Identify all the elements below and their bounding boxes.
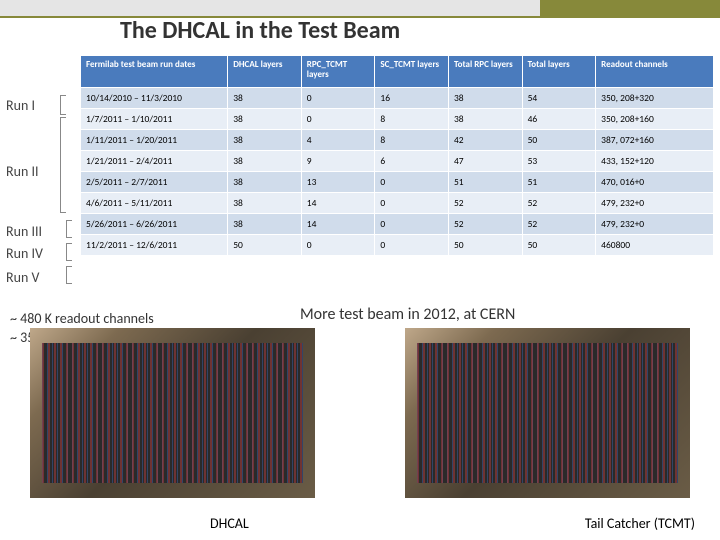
col-head: DHCAL layers bbox=[228, 56, 302, 88]
run-bracket-3 bbox=[66, 220, 72, 238]
table-cell: 6 bbox=[375, 151, 449, 172]
table-cell: 52 bbox=[522, 214, 596, 235]
table-cell: 9 bbox=[301, 151, 375, 172]
stats-line-1: ~ 480 K readout channels bbox=[10, 310, 154, 329]
col-head: Total layers bbox=[522, 56, 596, 88]
table-cell: 350, 208+160 bbox=[596, 109, 714, 130]
col-head: Total RPC layers bbox=[448, 56, 522, 88]
caption-row: DHCAL Tail Catcher (TCMT) bbox=[0, 515, 720, 532]
caption-tcmt: Tail Catcher (TCMT) bbox=[585, 515, 695, 532]
table-cell: 50 bbox=[228, 235, 302, 256]
table-cell: 10/14/2010 – 11/3/2010 bbox=[81, 88, 228, 109]
table-row: 2/5/2011 – 2/7/2011381305151470, 016+0 bbox=[81, 172, 714, 193]
tcmt-photo bbox=[405, 328, 690, 498]
table-cell: 38 bbox=[228, 214, 302, 235]
table-cell: 51 bbox=[448, 172, 522, 193]
table-cell: 51 bbox=[522, 172, 596, 193]
table-cell: 14 bbox=[301, 193, 375, 214]
table-cell: 38 bbox=[228, 172, 302, 193]
slide-title: The DHCAL in the Test Beam bbox=[120, 16, 400, 45]
table-cell: 38 bbox=[448, 109, 522, 130]
table-cell: 46 bbox=[522, 109, 596, 130]
table-header-row: Fermilab test beam run dates DHCAL layer… bbox=[81, 56, 714, 88]
table-cell: 38 bbox=[228, 88, 302, 109]
table-cell: 0 bbox=[301, 109, 375, 130]
table-cell: 0 bbox=[375, 235, 449, 256]
table-cell: 8 bbox=[375, 109, 449, 130]
table-cell: 0 bbox=[375, 193, 449, 214]
table-cell: 1/7/2011 – 1/10/2011 bbox=[81, 109, 228, 130]
table-cell: 38 bbox=[228, 193, 302, 214]
table-cell: 0 bbox=[375, 172, 449, 193]
table-cell: 387, 072+160 bbox=[596, 130, 714, 151]
table-cell: 0 bbox=[301, 235, 375, 256]
table-cell: 479, 232+0 bbox=[596, 193, 714, 214]
table-cell: 4/6/2011 – 5/11/2011 bbox=[81, 193, 228, 214]
table-cell: 350, 208+320 bbox=[596, 88, 714, 109]
table-cell: 1/11/2011 – 1/20/2011 bbox=[81, 130, 228, 151]
table-cell: 460800 bbox=[596, 235, 714, 256]
table-row: 10/14/2010 – 11/3/2010380163854350, 208+… bbox=[81, 88, 714, 109]
table-cell: 433, 152+120 bbox=[596, 151, 714, 172]
table-cell: 4 bbox=[301, 130, 375, 151]
table-cell: 8 bbox=[375, 130, 449, 151]
table-cell: 38 bbox=[228, 151, 302, 172]
dhcal-photo bbox=[30, 328, 315, 498]
table-cell: 14 bbox=[301, 214, 375, 235]
caption-dhcal: DHCAL bbox=[210, 515, 249, 532]
table-cell: 0 bbox=[301, 88, 375, 109]
table-cell: 42 bbox=[448, 130, 522, 151]
table-cell: 38 bbox=[228, 109, 302, 130]
run-bracket-1 bbox=[60, 95, 66, 115]
table-cell: 11/2/2011 – 12/6/2011 bbox=[81, 235, 228, 256]
table-cell: 52 bbox=[448, 193, 522, 214]
table-cell: 2/5/2011 – 2/7/2011 bbox=[81, 172, 228, 193]
run-bracket-2 bbox=[60, 117, 66, 213]
table-cell: 53 bbox=[522, 151, 596, 172]
run-bracket-4 bbox=[66, 243, 72, 261]
table-cell: 38 bbox=[228, 130, 302, 151]
table-row: 1/7/2011 – 1/10/201138083846350, 208+160 bbox=[81, 109, 714, 130]
table-cell: 0 bbox=[375, 214, 449, 235]
col-head: SC_TCMT layers bbox=[375, 56, 449, 88]
table-row: 1/21/2011 – 2/4/201138964753433, 152+120 bbox=[81, 151, 714, 172]
table-cell: 50 bbox=[522, 235, 596, 256]
data-table-wrap: Fermilab test beam run dates DHCAL layer… bbox=[80, 55, 714, 256]
table-cell: 5/26/2011 – 6/26/2011 bbox=[81, 214, 228, 235]
table-cell: 470, 016+0 bbox=[596, 172, 714, 193]
table-cell: 50 bbox=[522, 130, 596, 151]
table-row: 5/26/2011 – 6/26/2011381405252479, 232+0 bbox=[81, 214, 714, 235]
col-head: Fermilab test beam run dates bbox=[81, 56, 228, 88]
data-table: Fermilab test beam run dates DHCAL layer… bbox=[80, 55, 714, 256]
table-row: 4/6/2011 – 5/11/2011381405252479, 232+0 bbox=[81, 193, 714, 214]
col-head: Readout channels bbox=[596, 56, 714, 88]
table-cell: 54 bbox=[522, 88, 596, 109]
run-bracket-5 bbox=[66, 266, 72, 284]
table-cell: 50 bbox=[448, 235, 522, 256]
photos-row bbox=[8, 328, 712, 498]
table-cell: 38 bbox=[448, 88, 522, 109]
table-row: 1/11/2011 – 1/20/201138484250387, 072+16… bbox=[81, 130, 714, 151]
more-beam-text: More test beam in 2012, at CERN bbox=[300, 305, 515, 324]
table-cell: 13 bbox=[301, 172, 375, 193]
table-cell: 52 bbox=[522, 193, 596, 214]
table-cell: 479, 232+0 bbox=[596, 214, 714, 235]
table-cell: 16 bbox=[375, 88, 449, 109]
table-row: 11/2/2011 – 12/6/201150005050460800 bbox=[81, 235, 714, 256]
table-cell: 47 bbox=[448, 151, 522, 172]
table-cell: 1/21/2011 – 2/4/2011 bbox=[81, 151, 228, 172]
table-cell: 52 bbox=[448, 214, 522, 235]
col-head: RPC_TCMT layers bbox=[301, 56, 375, 88]
